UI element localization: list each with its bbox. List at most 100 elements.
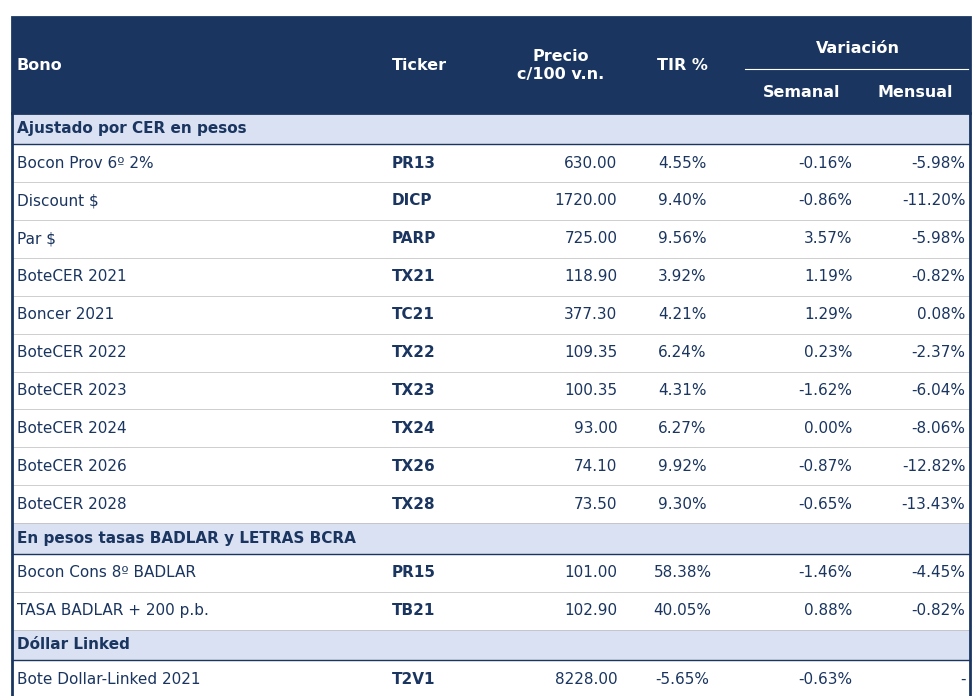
Bar xyxy=(12,554,970,592)
Bar xyxy=(12,333,970,372)
Text: -: - xyxy=(959,672,965,687)
Text: PR13: PR13 xyxy=(392,155,436,171)
Text: Bocon Prov 6º 2%: Bocon Prov 6º 2% xyxy=(17,155,153,171)
Text: TX23: TX23 xyxy=(392,383,436,398)
Text: TX22: TX22 xyxy=(392,345,436,360)
Bar xyxy=(12,485,970,523)
Text: 0.08%: 0.08% xyxy=(917,307,965,322)
Text: 0.00%: 0.00% xyxy=(805,421,853,436)
Text: -5.65%: -5.65% xyxy=(656,672,710,687)
Text: 40.05%: 40.05% xyxy=(654,603,711,618)
Bar xyxy=(12,592,970,630)
Bar xyxy=(12,220,970,258)
Text: 9.92%: 9.92% xyxy=(659,459,707,474)
Text: 377.30: 377.30 xyxy=(564,307,617,322)
Text: PARP: PARP xyxy=(392,231,436,246)
Text: -6.04%: -6.04% xyxy=(911,383,965,398)
Text: 3.92%: 3.92% xyxy=(659,269,707,284)
Text: 1.19%: 1.19% xyxy=(805,269,853,284)
Text: -0.87%: -0.87% xyxy=(799,459,853,474)
Text: 6.24%: 6.24% xyxy=(659,345,707,360)
Text: BoteCER 2028: BoteCER 2028 xyxy=(17,497,126,512)
Bar xyxy=(12,258,970,296)
Text: 109.35: 109.35 xyxy=(564,345,617,360)
Text: Par $: Par $ xyxy=(17,231,56,246)
Text: Mensual: Mensual xyxy=(877,85,954,100)
Text: TC21: TC21 xyxy=(392,307,435,322)
Text: Bote Dollar-Linked 2021: Bote Dollar-Linked 2021 xyxy=(17,672,200,687)
Bar xyxy=(12,523,970,554)
Text: 9.40%: 9.40% xyxy=(659,193,707,208)
Text: BoteCER 2026: BoteCER 2026 xyxy=(17,459,126,474)
Bar xyxy=(12,409,970,448)
Text: 0.88%: 0.88% xyxy=(805,603,853,618)
Text: -8.06%: -8.06% xyxy=(911,421,965,436)
Text: 8228.00: 8228.00 xyxy=(555,672,617,687)
Text: TX24: TX24 xyxy=(392,421,436,436)
Bar xyxy=(12,113,970,144)
Text: -5.98%: -5.98% xyxy=(911,231,965,246)
Text: 101.00: 101.00 xyxy=(564,565,617,580)
Text: TB21: TB21 xyxy=(392,603,435,618)
Text: 725.00: 725.00 xyxy=(564,231,617,246)
Text: Dóllar Linked: Dóllar Linked xyxy=(17,638,129,652)
Text: TASA BADLAR + 200 p.b.: TASA BADLAR + 200 p.b. xyxy=(17,603,209,618)
Bar xyxy=(12,630,970,661)
Bar xyxy=(12,448,970,485)
Text: -0.63%: -0.63% xyxy=(799,672,853,687)
Bar xyxy=(12,661,970,696)
Text: Ticker: Ticker xyxy=(392,58,447,73)
Text: -0.16%: -0.16% xyxy=(799,155,853,171)
Text: Discount $: Discount $ xyxy=(17,193,98,208)
Text: BoteCER 2024: BoteCER 2024 xyxy=(17,421,126,436)
Text: DICP: DICP xyxy=(392,193,432,208)
Text: 58.38%: 58.38% xyxy=(654,565,711,580)
Text: -1.46%: -1.46% xyxy=(799,565,853,580)
Text: BoteCER 2022: BoteCER 2022 xyxy=(17,345,126,360)
Text: 102.90: 102.90 xyxy=(564,603,617,618)
Text: Precio
c/100 v.n.: Precio c/100 v.n. xyxy=(517,49,605,82)
Bar xyxy=(12,372,970,409)
Text: 74.10: 74.10 xyxy=(574,459,617,474)
Text: Semanal: Semanal xyxy=(762,85,840,100)
Text: 100.35: 100.35 xyxy=(564,383,617,398)
Text: 9.30%: 9.30% xyxy=(659,497,707,512)
Text: -12.82%: -12.82% xyxy=(902,459,965,474)
Text: -0.86%: -0.86% xyxy=(799,193,853,208)
Text: TX26: TX26 xyxy=(392,459,436,474)
Text: BoteCER 2023: BoteCER 2023 xyxy=(17,383,126,398)
Text: 6.27%: 6.27% xyxy=(659,421,707,436)
Text: 4.31%: 4.31% xyxy=(659,383,707,398)
Text: TIR %: TIR % xyxy=(658,58,708,73)
Text: Ajustado por CER en pesos: Ajustado por CER en pesos xyxy=(17,121,246,136)
Text: 4.21%: 4.21% xyxy=(659,307,707,322)
Text: 9.56%: 9.56% xyxy=(659,231,707,246)
Text: 4.55%: 4.55% xyxy=(659,155,707,171)
Text: 0.23%: 0.23% xyxy=(805,345,853,360)
Text: -0.65%: -0.65% xyxy=(799,497,853,512)
Text: 3.57%: 3.57% xyxy=(805,231,853,246)
Text: En pesos tasas BADLAR y LETRAS BCRA: En pesos tasas BADLAR y LETRAS BCRA xyxy=(17,531,356,546)
Text: 73.50: 73.50 xyxy=(574,497,617,512)
Text: -13.43%: -13.43% xyxy=(902,497,965,512)
Text: TX21: TX21 xyxy=(392,269,435,284)
Text: 630.00: 630.00 xyxy=(564,155,617,171)
Bar xyxy=(12,182,970,220)
Text: Bocon Cons 8º BADLAR: Bocon Cons 8º BADLAR xyxy=(17,565,196,580)
Text: -0.82%: -0.82% xyxy=(911,603,965,618)
Text: -5.98%: -5.98% xyxy=(911,155,965,171)
Text: PR15: PR15 xyxy=(392,565,436,580)
Text: TX28: TX28 xyxy=(392,497,436,512)
Text: -1.62%: -1.62% xyxy=(799,383,853,398)
Bar xyxy=(12,17,970,113)
Text: -0.82%: -0.82% xyxy=(911,269,965,284)
Text: T2V1: T2V1 xyxy=(392,672,435,687)
Bar xyxy=(12,144,970,182)
Text: 1720.00: 1720.00 xyxy=(555,193,617,208)
Text: Boncer 2021: Boncer 2021 xyxy=(17,307,114,322)
Text: 1.29%: 1.29% xyxy=(805,307,853,322)
Text: 118.90: 118.90 xyxy=(564,269,617,284)
Text: Bono: Bono xyxy=(17,58,63,73)
Text: -4.45%: -4.45% xyxy=(911,565,965,580)
Text: BoteCER 2021: BoteCER 2021 xyxy=(17,269,126,284)
